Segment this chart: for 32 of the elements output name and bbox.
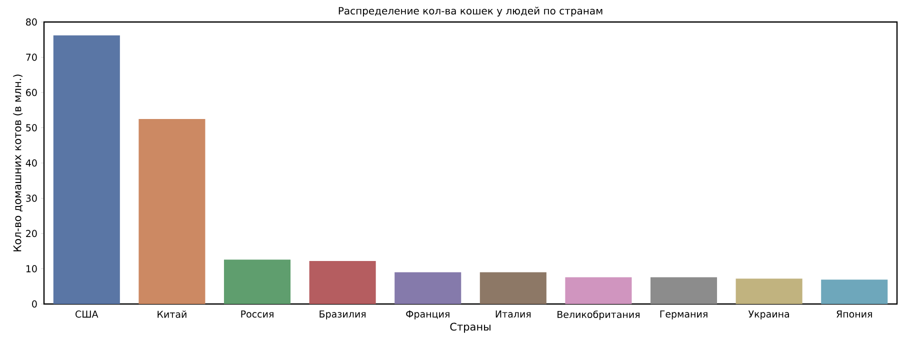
x-tick-label: Япония bbox=[836, 310, 872, 318]
bar bbox=[565, 277, 632, 304]
y-tick-label: 40 bbox=[26, 159, 37, 167]
x-axis-title: Страны bbox=[450, 322, 490, 333]
x-tick-label: Китай bbox=[158, 310, 186, 318]
x-tick-label: Италия bbox=[496, 310, 531, 318]
x-tick-label: Великобритания bbox=[558, 310, 640, 320]
bar bbox=[138, 118, 206, 304]
bar bbox=[394, 272, 462, 304]
y-axis-title: Кол-во домашних котов (в млн.) bbox=[13, 74, 23, 252]
bar bbox=[53, 35, 120, 304]
y-tick-label: 80 bbox=[26, 18, 37, 26]
y-tick-label: 10 bbox=[26, 265, 37, 272]
bar bbox=[736, 278, 802, 304]
y-tick-label: 30 bbox=[26, 194, 37, 202]
chart-title: Распределение кол-ва кошек у людей по странам bbox=[338, 6, 602, 16]
y-tick-label: 50 bbox=[26, 124, 37, 132]
y-tick-label: 20 bbox=[26, 230, 37, 238]
y-tick-label: 70 bbox=[26, 54, 37, 61]
bar bbox=[309, 260, 376, 304]
x-tick-label: Франция bbox=[406, 310, 450, 320]
y-tick-label: 60 bbox=[26, 88, 37, 96]
x-tick-label: Россия bbox=[241, 310, 274, 318]
bar bbox=[224, 260, 291, 304]
y-tick-label: 0 bbox=[32, 300, 37, 308]
x-tick-label: США bbox=[76, 310, 98, 318]
x-tick-label: Бразилия bbox=[320, 310, 366, 320]
bar bbox=[650, 277, 718, 304]
bar bbox=[821, 280, 888, 304]
x-tick-label: Украина bbox=[748, 310, 789, 320]
bar bbox=[480, 272, 546, 304]
x-tick-label: Германия bbox=[660, 310, 708, 320]
